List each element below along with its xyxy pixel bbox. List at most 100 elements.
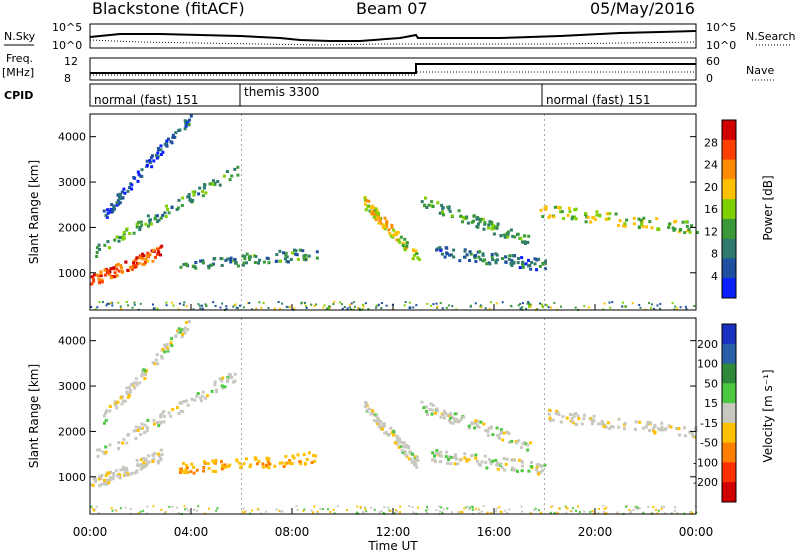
vel-ground-point: [676, 512, 679, 515]
vel-scatter-point: [495, 463, 499, 467]
power-ground-point: [547, 306, 550, 309]
vel-scatter-point: [530, 461, 533, 464]
power-scatter-point: [294, 249, 298, 253]
power-scatter-point: [401, 241, 405, 245]
power-ground-point: [430, 304, 432, 307]
power-scatter-point: [113, 275, 117, 279]
vel-scatter-point: [432, 458, 436, 462]
vel-scatter-point: [451, 421, 455, 425]
power-scatter-point: [95, 255, 99, 258]
vel-ground-point: [471, 505, 474, 508]
vel-ground-point: [521, 510, 524, 513]
power-scatter-point: [220, 257, 224, 261]
power-scatter-point: [170, 141, 174, 145]
vel-scatter-point: [457, 419, 461, 423]
power-scatter-point: [469, 252, 473, 256]
power-scatter-point: [584, 220, 588, 224]
vel-scatter-point: [189, 470, 193, 474]
power-ground-point: [98, 301, 101, 303]
vel-ground-point: [652, 506, 655, 509]
vel-scatter-point: [617, 425, 621, 429]
power-scatter-point: [233, 257, 237, 261]
power-scatter-point: [201, 260, 205, 264]
power-scatter-point: [513, 254, 517, 258]
power-scatter-point: [435, 248, 439, 252]
vel-scatter-point: [571, 421, 575, 425]
y-tick-label: 3000: [58, 176, 86, 189]
vel-scatter-point: [142, 457, 146, 461]
vel-scatter-point: [591, 422, 594, 426]
power-scatter-point: [683, 231, 687, 235]
power-ground-point: [639, 306, 642, 309]
colorbar-tick-label: 16: [704, 203, 718, 216]
power-ground-point: [234, 303, 237, 306]
power-ground-point: [279, 308, 282, 310]
vel-scatter-point: [135, 470, 139, 474]
power-scatter-point: [562, 217, 566, 220]
vel-scatter-point: [537, 472, 541, 476]
vel-ground-point: [316, 512, 319, 515]
nave-tick-bottom: 0: [706, 72, 713, 85]
power-scatter-point: [571, 215, 575, 219]
vel-scatter-point: [486, 433, 490, 437]
vel-scatter-point: [125, 390, 129, 394]
power-scatter-point: [444, 246, 448, 250]
vel-scatter-point: [136, 428, 140, 432]
colorbar-tick-label: 28: [704, 136, 718, 149]
power-scatter-point: [236, 165, 240, 169]
power-scatter-point: [368, 209, 372, 213]
power-scatter-point: [160, 244, 164, 248]
power-ground-point: [480, 306, 483, 309]
vel-ground-point: [629, 512, 632, 515]
power-scatter-point: [559, 210, 563, 214]
power-ground-point: [445, 306, 448, 309]
vel-ground-point: [589, 510, 592, 513]
power-scatter-point: [544, 205, 548, 209]
power-scatter-point: [371, 210, 375, 214]
vel-ground-point: [691, 511, 694, 514]
power-scatter-point: [374, 207, 378, 211]
power-scatter-point: [167, 137, 170, 141]
vel-ground-point: [408, 505, 411, 508]
vel-scatter-point: [123, 399, 127, 403]
colorbar-tick-label: 100: [697, 358, 718, 371]
power-scatter-point: [395, 233, 399, 237]
power-scatter-point: [570, 217, 574, 221]
vel-scatter-point: [541, 469, 545, 472]
colorbar-swatch: [722, 179, 736, 200]
power-ground-point: [408, 307, 411, 310]
power-scatter-point: [113, 238, 117, 242]
vel-scatter-point: [547, 412, 551, 416]
vel-ground-point: [119, 507, 122, 510]
colorbar-tick-label: 24: [704, 159, 718, 172]
power-scatter-point: [113, 207, 116, 211]
vel-scatter-point: [142, 465, 146, 469]
vel-scatter-point: [435, 407, 439, 411]
power-scatter-point: [233, 167, 237, 171]
colorbar-swatch: [722, 462, 736, 483]
power-scatter-point: [376, 212, 380, 216]
power-ground-point: [426, 302, 429, 305]
vel-scatter-point: [267, 457, 271, 461]
power-scatter-point: [136, 170, 140, 174]
power-scatter-point: [167, 211, 171, 215]
vel-scatter-point: [447, 455, 451, 459]
power-scatter-point: [684, 220, 688, 224]
power-ground-point: [350, 302, 353, 305]
vel-scatter-point: [264, 463, 268, 467]
vel-scatter-point: [156, 452, 160, 456]
power-scatter-point: [106, 208, 110, 212]
power-scatter-point: [504, 255, 508, 259]
power-ground-point: [375, 304, 378, 307]
freq-label-1: Freq.: [6, 52, 33, 65]
vel-scatter-point: [473, 421, 477, 425]
power-ground-point: [436, 305, 439, 308]
vel-scatter-point: [106, 478, 110, 482]
power-ground-point: [526, 302, 529, 305]
vel-scatter-point: [583, 413, 587, 417]
power-ground-point: [255, 308, 258, 311]
vel-scatter-point: [132, 429, 136, 433]
vel-scatter-point: [200, 394, 204, 398]
power-scatter-point: [474, 260, 478, 263]
vel-ground-point: [426, 508, 429, 511]
